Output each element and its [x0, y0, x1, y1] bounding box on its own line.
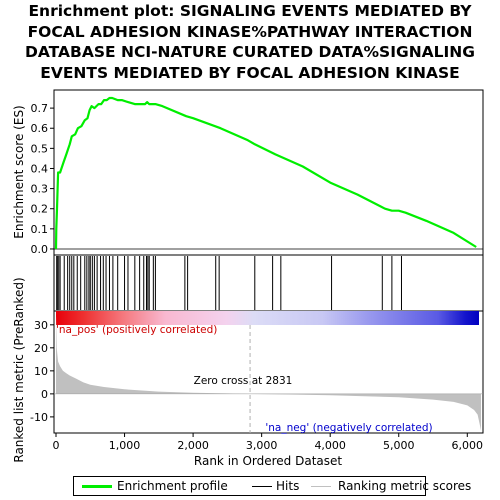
es-axis-label: Enrichment score (ES)	[12, 105, 26, 238]
es-y-tick-label: 0.7	[31, 102, 49, 115]
x-tick-label: 0	[53, 439, 60, 452]
es-y-tick-label: 0.6	[31, 122, 49, 135]
legend-enrichment-label: Enrichment profile	[117, 479, 228, 493]
legend-ranking-label: Ranking metric scores	[338, 479, 472, 493]
x-tick-label: 1,000	[109, 439, 141, 452]
ranking-y-tick-label: 30	[34, 319, 48, 332]
x-tick-label: 5,000	[383, 439, 415, 452]
title-line: FOCAL ADHESION KINASE%PATHWAY INTERACTIO…	[27, 22, 473, 41]
es-panel-frame	[53, 89, 484, 256]
pos-correlated-label: 'na_pos' (positively correlated)	[56, 324, 217, 336]
ranking-y-tick-label: 0	[41, 388, 48, 401]
x-tick-label: 6,000	[452, 439, 484, 452]
x-tick-label: 4,000	[314, 439, 346, 452]
es-y-tick-label: 0.2	[31, 203, 49, 216]
ranking-y-tick-label: -10	[30, 411, 48, 424]
x-axis-label: Rank in Ordered Dataset	[194, 454, 342, 468]
hits-panel-frame	[53, 254, 484, 312]
title-line: Enrichment plot: SIGNALING EVENTS MEDIAT…	[28, 2, 472, 20]
es-y-tick-label: 0.1	[31, 223, 49, 236]
zero-cross-label: Zero cross at 2831	[194, 375, 293, 387]
neg-correlated-label: 'na_neg' (negatively correlated)	[265, 422, 432, 434]
legend: Enrichment profile Hits Ranking metric s…	[73, 476, 471, 496]
ranking-y-tick-label: 20	[34, 342, 48, 355]
enrichment-profile-line	[54, 96, 477, 250]
es-y-tick-label: 0.4	[31, 162, 49, 175]
legend-hits-swatch	[252, 486, 272, 487]
chart-title: Enrichment plot: SIGNALING EVENTS MEDIAT…	[0, 1, 500, 83]
legend-enrichment-swatch	[82, 485, 112, 488]
legend-hits-label: Hits	[276, 479, 300, 493]
ranking-heatmap-bar	[56, 311, 479, 325]
title-line: EVENTS MEDIATED BY FOCAL ADHESION KINASE	[40, 63, 460, 82]
title-line: DATABASE NCI-NATURE CURATED DATA%SIGNALI…	[25, 43, 475, 61]
es-y-tick-label: 0.0	[31, 243, 49, 256]
ranking-axis-label: Ranked list metric (PreRanked)	[12, 277, 26, 462]
ranking-y-tick-label: 10	[34, 365, 48, 378]
legend-ranking-swatch	[311, 486, 331, 487]
es-y-tick-label: 0.3	[31, 183, 49, 196]
x-tick-label: 3,000	[246, 439, 278, 452]
es-y-tick-label: 0.5	[31, 142, 49, 155]
x-tick-label: 2,000	[177, 439, 209, 452]
